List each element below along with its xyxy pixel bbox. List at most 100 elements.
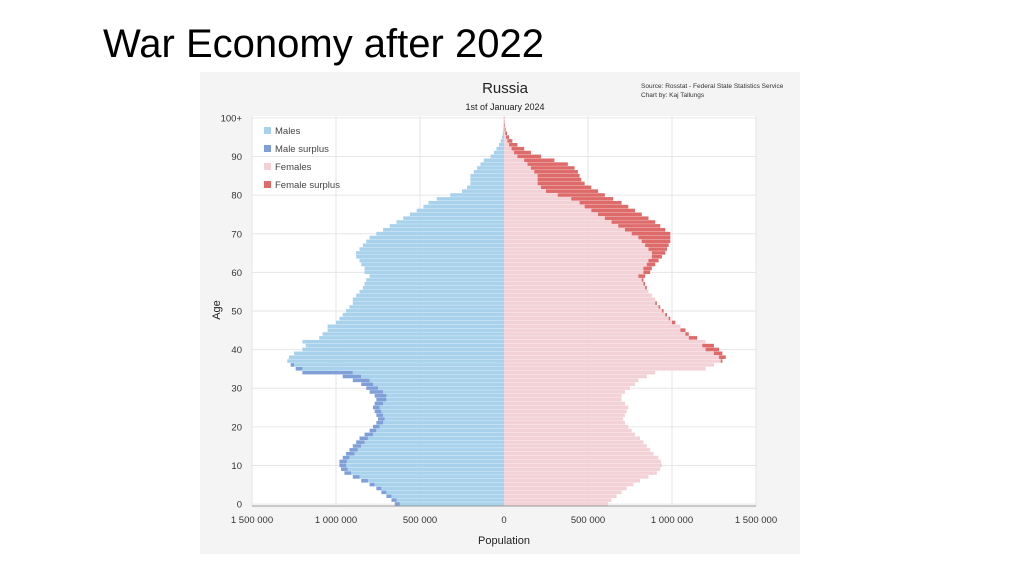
male-bar (349, 305, 504, 309)
male-bar (423, 204, 504, 209)
female-bar (504, 451, 654, 456)
female-surplus-bar (537, 177, 582, 182)
female-bar (504, 424, 629, 429)
female-surplus-bar (646, 262, 656, 267)
male-bar (352, 370, 504, 375)
male-surplus-bar (364, 432, 373, 437)
male-bar (483, 158, 504, 163)
female-surplus-bar (655, 301, 657, 305)
female-bar (504, 131, 506, 136)
male-surplus-bar (339, 459, 347, 464)
male-bar (364, 266, 504, 271)
male-bar (379, 405, 504, 410)
female-surplus-bar (661, 309, 664, 313)
male-surplus-bar (381, 490, 387, 495)
male-surplus-bar (356, 440, 365, 444)
female-bar (504, 181, 538, 186)
male-bar (480, 162, 504, 166)
male-bar (386, 490, 504, 495)
female-bar (504, 143, 510, 147)
male-surplus-bar (369, 428, 377, 433)
male-bar (356, 255, 504, 259)
female-surplus-bar (643, 266, 652, 271)
female-surplus-bar (714, 351, 723, 356)
legend-label-female-surplus: Female surplus (275, 180, 340, 191)
male-bar (302, 347, 504, 352)
female-surplus-bar (598, 212, 642, 217)
male-bar (367, 478, 504, 483)
female-bar (504, 444, 647, 448)
female-bar (504, 312, 666, 317)
female-surplus-bar (527, 162, 568, 166)
female-bar (504, 158, 525, 163)
female-bar (504, 170, 535, 174)
male-surplus-bar (376, 486, 382, 491)
female-bar (504, 378, 639, 383)
female-bar (504, 463, 662, 468)
legend-item-females: Females (264, 162, 312, 173)
female-bar (504, 436, 641, 441)
male-bar (369, 274, 504, 278)
female-bar (504, 154, 518, 159)
x-tick-label: 1 000 000 (651, 515, 693, 526)
y-tick-label: 60 (231, 268, 242, 279)
y-tick-label: 30 (231, 384, 242, 395)
male-surplus-bar (290, 363, 294, 367)
female-bar (504, 227, 625, 232)
male-surplus-bar (366, 386, 378, 390)
y-tick-label: 50 (231, 307, 242, 318)
female-bar (504, 150, 515, 155)
male-bar (502, 131, 504, 136)
female-bar (504, 266, 644, 271)
male-bar (396, 498, 504, 502)
male-bar (357, 448, 504, 452)
male-bar (287, 359, 504, 363)
male-bar (319, 336, 504, 340)
male-surplus-bar (376, 397, 387, 402)
male-bar (381, 409, 504, 414)
male-surplus-bar (369, 482, 375, 487)
male-bar (383, 421, 504, 425)
male-surplus-bar (346, 451, 355, 456)
y-tick-label: 90 (231, 152, 242, 163)
male-bar (386, 394, 504, 398)
female-bar (504, 185, 541, 190)
female-surplus-bar (509, 143, 518, 147)
male-bar (302, 339, 504, 344)
female-bar (504, 382, 636, 386)
male-bar (346, 463, 504, 468)
female-surplus-bar (618, 224, 661, 228)
male-bar (362, 285, 504, 290)
male-bar (366, 239, 504, 244)
female-bar (504, 173, 538, 178)
male-bar (359, 247, 504, 251)
female-bar (504, 475, 649, 479)
female-bar (504, 177, 538, 182)
male-bar (503, 127, 504, 132)
male-bar (359, 475, 504, 479)
male-bar (501, 135, 504, 139)
female-bar (504, 397, 622, 402)
female-surplus-bar (638, 235, 671, 240)
female-bar (504, 366, 706, 371)
female-bar (504, 278, 642, 282)
female-bar (504, 231, 632, 236)
male-bar (356, 251, 504, 255)
male-surplus-bar (361, 382, 373, 386)
male-bar (305, 343, 504, 348)
female-bar (504, 204, 585, 209)
female-bar (504, 139, 508, 143)
female-bar (504, 386, 630, 390)
female-bar (504, 428, 632, 433)
legend-item-female-surplus: Female surplus (264, 180, 340, 191)
female-bar (504, 297, 656, 302)
female-surplus-bar (645, 285, 647, 290)
female-bar (504, 478, 641, 483)
female-bar (504, 251, 652, 255)
y-tick-label: 100+ (221, 113, 243, 124)
female-surplus-bar (702, 343, 714, 348)
female-bar (504, 448, 651, 452)
male-bar (381, 486, 504, 491)
male-bar (354, 451, 504, 456)
male-surplus-bar (302, 370, 353, 375)
